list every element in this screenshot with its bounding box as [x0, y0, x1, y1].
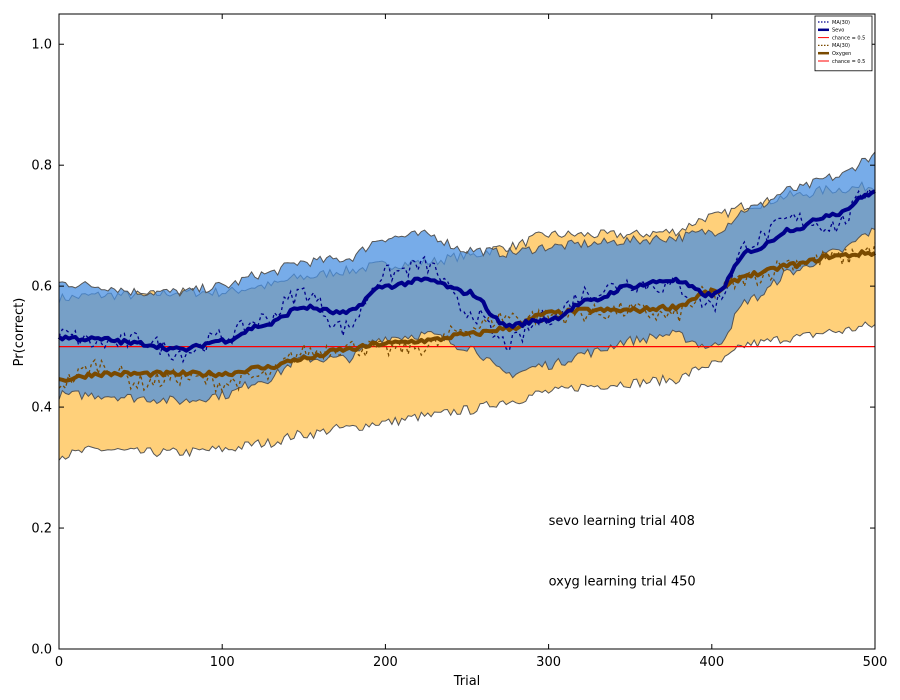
- plot-frame: [58, 13, 876, 650]
- legend-entry: Sevo: [832, 28, 844, 34]
- learning-trial-annotation: sevo learning trial 408: [549, 514, 695, 529]
- bands-layer: [58, 151, 876, 461]
- oxygen-band-lower-edge: [58, 321, 876, 461]
- x-tick-label: 200: [373, 655, 398, 670]
- learning-trial-annotation: oxyg learning trial 450: [549, 575, 696, 590]
- axes-layer: 0 100 200 300 400 500 0.0 0.2 0.4 0.6 0.8 1.0: [31, 14, 887, 670]
- y-tick-label: 1.0: [31, 38, 52, 53]
- sevo-band: [59, 152, 875, 405]
- legend-entry: MA(30): [832, 20, 850, 26]
- legend-entry: chance = 0.5: [832, 35, 865, 41]
- lines-layer: [57, 187, 877, 394]
- y-tick-label: 0.2: [31, 522, 52, 537]
- oxygen-line: [58, 249, 877, 383]
- sevo-ma30-line: [58, 187, 876, 364]
- legend-box: [814, 15, 873, 72]
- x-tick-label: 100: [210, 655, 235, 670]
- x-tick-label: 400: [699, 655, 724, 670]
- y-axis-label: Pr(correct): [12, 298, 27, 367]
- y-tick-label: 0.8: [31, 159, 52, 174]
- legend-entry: MA(30): [832, 43, 850, 49]
- legend-entry: chance = 0.5: [832, 59, 865, 65]
- y-tick-label: 0.4: [31, 401, 52, 416]
- x-tick-label: 0: [55, 655, 63, 670]
- sevo-line: [57, 189, 876, 353]
- sevo-band-lower-edge: [58, 227, 876, 405]
- legend-entry: Oxygen: [832, 51, 851, 57]
- x-tick-label: 500: [863, 655, 888, 670]
- annotation-layer: sevo learning trial 408 oxyg learning tri…: [549, 514, 696, 589]
- x-axis-label: Trial: [453, 674, 481, 689]
- x-tick-label: 300: [536, 655, 561, 670]
- sevo-band-upper-edge: [58, 151, 876, 297]
- y-tick-label: 0.6: [31, 280, 52, 295]
- y-tick-label: 0.0: [31, 643, 52, 658]
